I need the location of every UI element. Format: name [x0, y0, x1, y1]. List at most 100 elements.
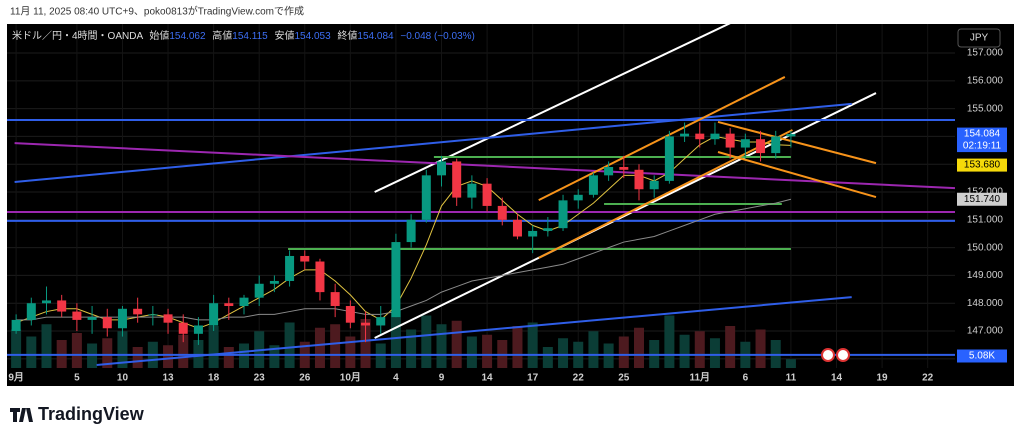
ma-label-bg [957, 192, 1007, 206]
currency-button[interactable] [957, 28, 1001, 48]
y-tick-label: 150.000 [967, 242, 1004, 253]
volume-bar [664, 315, 675, 368]
candle-body [315, 261, 325, 293]
timer-bg [957, 140, 1007, 153]
candle-body [178, 322, 188, 334]
high-label: 高値 [212, 29, 232, 42]
candle-body [269, 280, 279, 284]
x-tick-label: 19 [877, 373, 889, 384]
volume-bar [755, 329, 766, 368]
change: −0.048 (−0.03%) [400, 31, 475, 42]
candle-body [406, 219, 416, 243]
trend-line [538, 76, 786, 201]
event-icon[interactable] [821, 348, 835, 362]
volume-bar [482, 334, 493, 368]
candle-body [11, 319, 21, 332]
moving-average [16, 198, 792, 321]
trend-line [96, 296, 852, 366]
volume-bar [558, 338, 569, 368]
candle-body [634, 169, 644, 190]
open-label: 始値 [149, 29, 169, 42]
volume-bar [330, 324, 341, 368]
volume-bar [785, 359, 796, 368]
candle-body [558, 200, 568, 229]
volume-bar [11, 329, 22, 368]
candle-body [330, 292, 340, 307]
x-tick-label: 26 [299, 373, 311, 384]
candle-body [573, 194, 583, 201]
volume-bar [466, 336, 477, 368]
chart-background [7, 24, 1014, 386]
candle-body [604, 167, 614, 176]
y-tick-label: 156.000 [967, 75, 1004, 86]
x-tick-label: 18 [208, 373, 220, 384]
volume-bar [102, 338, 113, 368]
y-tick-label: 149.000 [967, 270, 1004, 281]
volume-bar [451, 320, 462, 368]
candle-body [421, 175, 431, 220]
trend-line [14, 142, 955, 190]
x-tick-label: 9 [439, 373, 445, 384]
volume-bar [345, 336, 356, 368]
candle-body [361, 322, 371, 326]
candle-body [740, 139, 750, 148]
ma-label: 151.740 [964, 194, 1001, 205]
volume-bar [512, 326, 523, 368]
event-icon[interactable] [836, 348, 850, 362]
volume-bar [725, 326, 736, 368]
y-tick-label: 151.000 [967, 214, 1004, 225]
volume-bar [634, 327, 644, 368]
candle-body [26, 303, 36, 320]
candle-body [467, 183, 477, 198]
candle-body [482, 183, 492, 206]
x-tick-label: 25 [618, 373, 630, 384]
candle-body [528, 230, 538, 237]
trend-line [717, 151, 877, 198]
candle-body [543, 228, 553, 231]
volume-bar [588, 331, 599, 368]
volume-bar [436, 324, 447, 368]
volume-bar [314, 327, 325, 368]
ma-label-bg [957, 158, 1007, 172]
x-tick-label: 11 [786, 373, 797, 384]
brand-logo: TradingView [10, 404, 145, 424]
candle-body [163, 314, 173, 323]
candle-body [57, 300, 67, 312]
x-tick-label: 10 [117, 373, 129, 384]
candle-body [786, 134, 796, 137]
trend-line [374, 92, 877, 339]
candle-body [285, 255, 295, 281]
x-tick-label: 4 [393, 373, 399, 384]
candle-body [512, 219, 522, 237]
volume-bar [132, 347, 143, 368]
volume-bar [390, 310, 401, 368]
volume-bar [163, 345, 174, 368]
volume-label: 5.08K [969, 351, 995, 362]
caption: 11月 11, 2025 08:40 UTC+9、poko0813がTradin… [10, 5, 304, 18]
event-icons [821, 348, 850, 362]
candle-body [664, 136, 674, 181]
candle-body [497, 205, 507, 220]
candle-body [725, 133, 735, 148]
x-tick-label: 14 [831, 373, 843, 384]
candle-body [695, 133, 705, 140]
volume-bar [117, 331, 128, 368]
currency[interactable]: JPY [970, 33, 989, 44]
candle-body [588, 175, 598, 195]
volume-bar [421, 315, 432, 368]
trend-line [538, 129, 793, 259]
candle-body [117, 308, 127, 329]
x-tick-label: 14 [482, 373, 494, 384]
x-tick-label: 17 [527, 373, 539, 384]
volume-bar [694, 331, 705, 368]
candle-body [376, 317, 386, 326]
x-tick-label: 6 [743, 373, 749, 384]
volume-bar [208, 326, 219, 368]
volume-bar [709, 338, 720, 368]
x-tick-label: 10月 [340, 372, 361, 384]
x-tick-label: 9月 [8, 372, 24, 384]
candle-body [102, 317, 112, 329]
x-tick-label: 22 [922, 373, 934, 384]
